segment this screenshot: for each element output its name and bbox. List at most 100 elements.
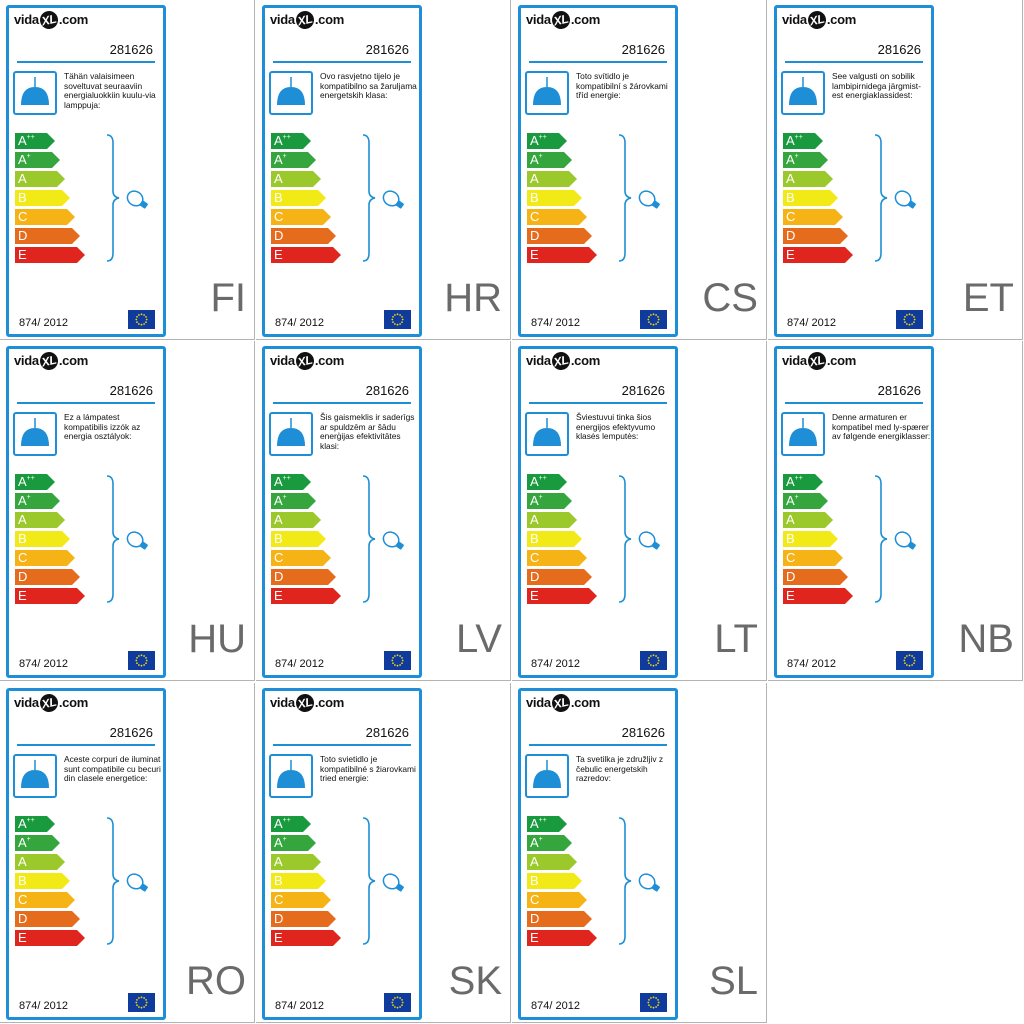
pendant-lamp-icon bbox=[781, 412, 825, 456]
energy-class-letter: A+ bbox=[274, 152, 287, 167]
energy-class-row: A bbox=[527, 171, 597, 187]
regulation-number: 874/ 2012 bbox=[19, 658, 68, 670]
language-code: LV bbox=[456, 617, 502, 661]
energy-class-row: A++ bbox=[15, 816, 85, 832]
energy-class-letter: E bbox=[18, 930, 27, 945]
model-number: 281626 bbox=[109, 725, 153, 740]
energy-label: vidaXL.com 281626 Tähän valaisimeen sove… bbox=[6, 5, 166, 337]
bracket-icon bbox=[361, 474, 377, 609]
eu-flag-icon bbox=[128, 310, 155, 329]
vidaxl-logo: vidaXL.com bbox=[14, 350, 88, 372]
energy-class-letter: A+ bbox=[18, 493, 31, 508]
energy-class-letter: A++ bbox=[530, 816, 547, 831]
energy-class-letter: A+ bbox=[274, 493, 287, 508]
energy-class-letter: A++ bbox=[274, 133, 291, 148]
language-code: CS bbox=[702, 276, 758, 320]
energy-class-letter: A++ bbox=[786, 474, 803, 489]
label-cell-lt: vidaXL.com 281626 Šviestuvui tinka šios … bbox=[512, 341, 767, 681]
energy-class-row: A+ bbox=[15, 152, 85, 168]
energy-class-letter: A bbox=[18, 854, 27, 869]
divider bbox=[529, 402, 667, 404]
compatibility-text: Toto svietidlo je kompatibilné s žiarovk… bbox=[320, 754, 416, 784]
regulation-number: 874/ 2012 bbox=[275, 1000, 324, 1012]
divider bbox=[273, 744, 411, 746]
energy-class-row: A++ bbox=[783, 133, 853, 149]
energy-class-row: E bbox=[527, 588, 597, 604]
bracket-icon bbox=[873, 474, 889, 609]
energy-class-row: A+ bbox=[271, 835, 341, 851]
energy-class-letter: D bbox=[786, 228, 796, 243]
energy-class-row: A+ bbox=[271, 493, 341, 509]
energy-class-row: D bbox=[15, 569, 85, 585]
bracket-icon bbox=[873, 133, 889, 268]
energy-class-letter: B bbox=[530, 873, 539, 888]
energy-class-letter: D bbox=[274, 228, 284, 243]
eu-flag-icon bbox=[384, 993, 411, 1012]
language-code: LT bbox=[714, 617, 758, 661]
bracket-icon bbox=[617, 133, 633, 268]
energy-class-row: A+ bbox=[15, 493, 85, 509]
model-number: 281626 bbox=[877, 383, 921, 398]
energy-class-row: E bbox=[271, 930, 341, 946]
energy-class-row: A++ bbox=[783, 474, 853, 490]
label-cell-ro: vidaXL.com 281626 Aceste corpuri de ilum… bbox=[0, 683, 255, 1023]
vidaxl-logo: vidaXL.com bbox=[782, 350, 856, 372]
model-number: 281626 bbox=[621, 725, 665, 740]
model-number: 281626 bbox=[109, 383, 153, 398]
energy-class-letter: E bbox=[274, 930, 283, 945]
energy-class-row: E bbox=[271, 588, 341, 604]
energy-class-letter: A++ bbox=[530, 474, 547, 489]
vidaxl-logo: vidaXL.com bbox=[526, 692, 600, 714]
regulation-number: 874/ 2012 bbox=[531, 1000, 580, 1012]
pendant-lamp-icon bbox=[13, 754, 57, 798]
language-code: RO bbox=[186, 959, 246, 1003]
pendant-lamp-icon bbox=[525, 754, 569, 798]
language-code: NB bbox=[958, 617, 1014, 661]
energy-class-letter: A bbox=[530, 512, 539, 527]
bulb-icon bbox=[122, 529, 152, 560]
energy-class-scale: A++ A+ A B C D E bbox=[783, 133, 853, 266]
energy-class-row: B bbox=[15, 873, 85, 889]
energy-label: vidaXL.com 281626 Šviestuvui tinka šios … bbox=[518, 346, 678, 678]
energy-class-row: E bbox=[527, 930, 597, 946]
energy-class-letter: B bbox=[18, 531, 27, 546]
energy-class-row: A bbox=[15, 854, 85, 870]
bulb-icon bbox=[122, 871, 152, 902]
energy-class-row: C bbox=[783, 209, 853, 225]
energy-class-row: D bbox=[527, 569, 597, 585]
energy-class-scale: A++ A+ A B C D E bbox=[15, 816, 85, 949]
compatibility-text: Aceste corpuri de iluminat sunt compatib… bbox=[64, 754, 161, 784]
energy-class-letter: A bbox=[530, 854, 539, 869]
bracket-icon bbox=[105, 474, 121, 609]
energy-class-row: A++ bbox=[271, 816, 341, 832]
energy-class-letter: A+ bbox=[530, 493, 543, 508]
energy-class-scale: A++ A+ A B C D E bbox=[15, 133, 85, 266]
label-cell-fi: vidaXL.com 281626 Tähän valaisimeen sove… bbox=[0, 0, 255, 340]
energy-class-letter: D bbox=[274, 911, 284, 926]
energy-class-scale: A++ A+ A B C D E bbox=[271, 133, 341, 266]
energy-class-scale: A++ A+ A B C D E bbox=[527, 133, 597, 266]
energy-class-letter: A+ bbox=[786, 493, 799, 508]
energy-label: vidaXL.com 281626 Ovo rasvjetno tijelo j… bbox=[262, 5, 422, 337]
energy-class-letter: A+ bbox=[530, 835, 543, 850]
language-code: FI bbox=[210, 276, 246, 320]
energy-class-letter: A++ bbox=[18, 816, 35, 831]
energy-class-letter: A++ bbox=[786, 133, 803, 148]
energy-class-letter: E bbox=[18, 588, 27, 603]
label-cell-et: vidaXL.com 281626 See valgusti on sobili… bbox=[768, 0, 1023, 340]
model-number: 281626 bbox=[109, 42, 153, 57]
label-cell-hr: vidaXL.com 281626 Ovo rasvjetno tijelo j… bbox=[256, 0, 511, 340]
bracket-icon bbox=[617, 816, 633, 951]
label-cell-hu: vidaXL.com 281626 Ez a lámpatest kompati… bbox=[0, 341, 255, 681]
energy-class-letter: E bbox=[786, 588, 795, 603]
pendant-lamp-icon bbox=[13, 412, 57, 456]
label-cell-cs: vidaXL.com 281626 Toto svítidlo je kompa… bbox=[512, 0, 767, 340]
language-code: ET bbox=[962, 276, 1014, 320]
divider bbox=[529, 744, 667, 746]
compatibility-text: Ta svetilka je združljiv z čebulic energ… bbox=[576, 754, 664, 784]
energy-class-letter: C bbox=[18, 892, 28, 907]
energy-class-letter: A bbox=[786, 512, 795, 527]
pendant-lamp-icon bbox=[269, 412, 313, 456]
energy-class-row: A bbox=[271, 512, 341, 528]
model-number: 281626 bbox=[365, 42, 409, 57]
